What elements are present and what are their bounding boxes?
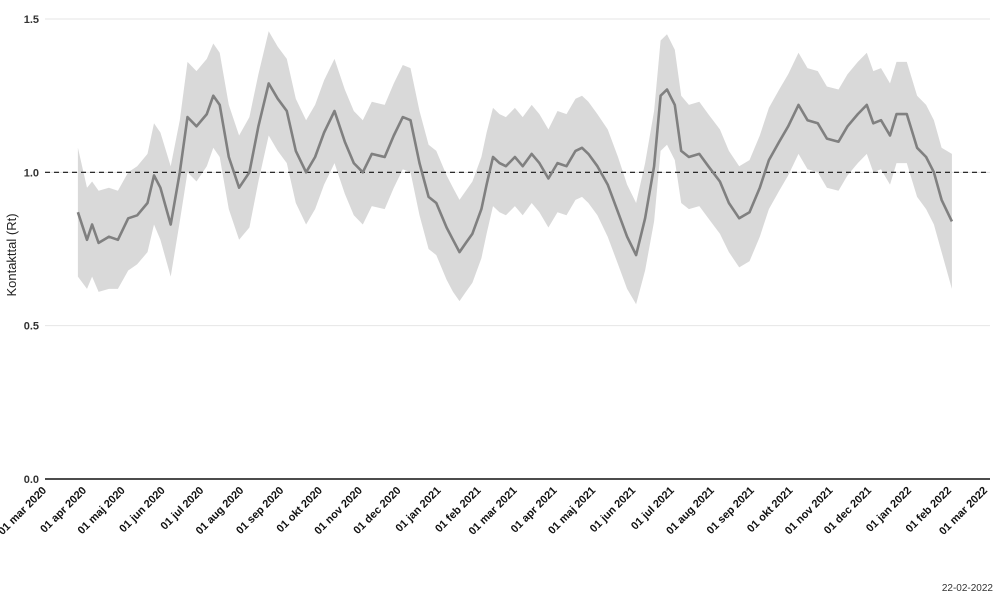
y-tick-label: 1.5 [24,14,39,26]
y-tick-label: 0.5 [24,321,39,333]
date-stamp: 22-02-2022 [942,583,994,594]
y-tick-label: 1.0 [24,167,39,179]
confidence-band [77,31,952,305]
y-axis-ticks: 0.0 0.5 1.0 1.5 [24,14,39,486]
y-axis-label: Kontakttal (Rt) [4,213,19,296]
y-tick-label: 0.0 [24,474,39,486]
rt-series-line [76,82,954,257]
